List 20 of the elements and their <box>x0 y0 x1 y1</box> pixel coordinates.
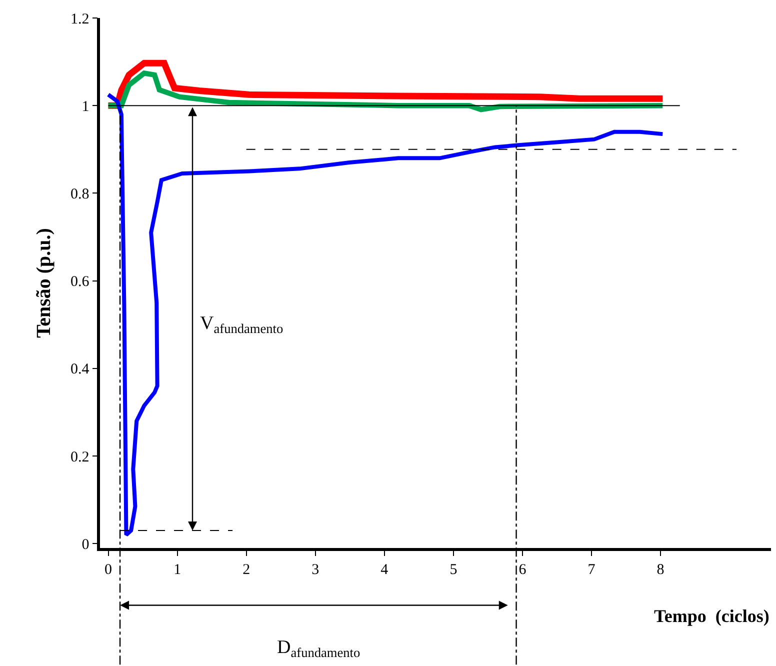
text: D$_{afundamento}$ <box>277 637 360 660</box>
y-tick-label: 0.6 <box>70 274 90 290</box>
x-tick-label: 5 <box>450 562 458 578</box>
y-tick-label: 0 <box>82 536 90 553</box>
y-tick-label: 0.8 <box>70 186 90 202</box>
x-tick-label: 2 <box>242 562 250 578</box>
x-tick-label: 6 <box>518 562 527 578</box>
x-tick-label: 0 <box>104 562 112 578</box>
x-tick-label: 7 <box>588 562 596 578</box>
y-axis-title: Tensão (p.u.) <box>33 228 55 338</box>
y-tick-label: 0.4 <box>70 362 90 378</box>
y-tick-label: 1 <box>82 98 90 115</box>
x-tick-label: 3 <box>312 562 320 578</box>
y-tick-label: 0.2 <box>70 449 90 466</box>
x-tick-label: 8 <box>656 562 664 578</box>
annotation: V$_{afundamento}$ <box>200 313 284 336</box>
x-tick-label: 4 <box>380 562 389 578</box>
x-axis-title: Tempo (ciclos) <box>654 606 770 626</box>
x-tick-label: 1 <box>174 562 182 578</box>
y-tick-label: 1.2 <box>70 11 90 28</box>
